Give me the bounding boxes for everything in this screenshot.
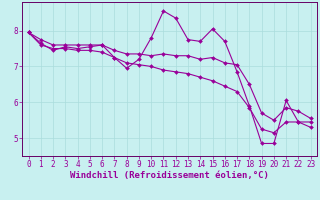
X-axis label: Windchill (Refroidissement éolien,°C): Windchill (Refroidissement éolien,°C) <box>70 171 269 180</box>
